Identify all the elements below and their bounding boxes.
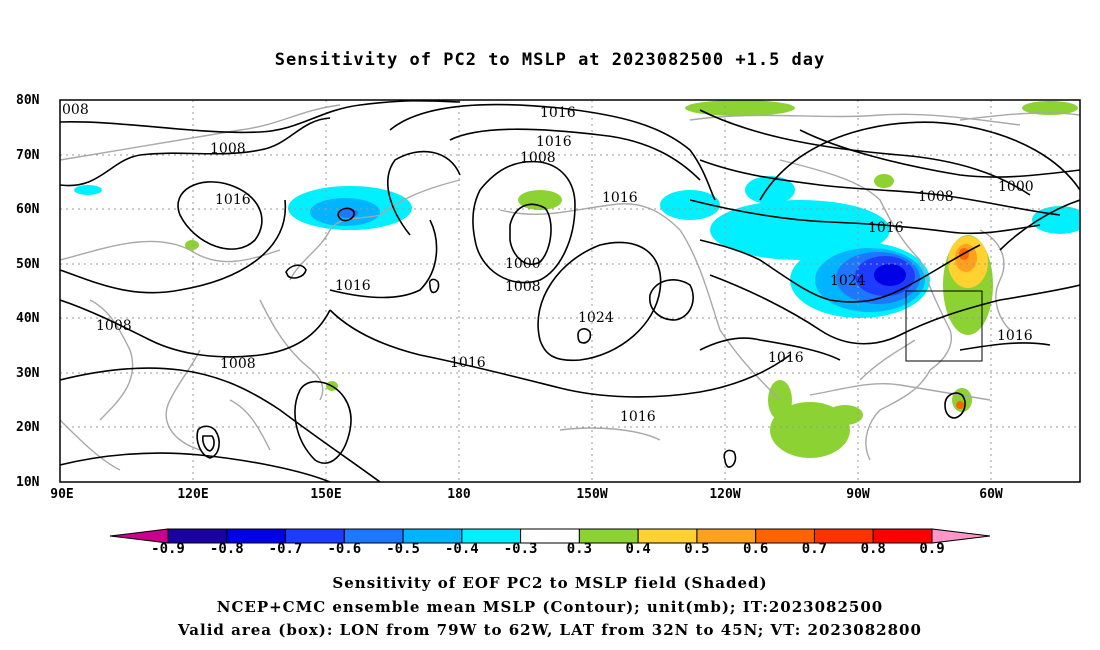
contour-label: 1016 xyxy=(540,105,576,121)
map-frame xyxy=(59,99,1081,483)
contour-label: 1000 xyxy=(998,179,1034,195)
map-title: Sensitivity of PC2 to MSLP at 2023082500… xyxy=(274,50,826,70)
contour-label: 1008 xyxy=(520,150,556,166)
contour-label: 1016 xyxy=(536,134,572,150)
colorbar-tick-label: -0.7 xyxy=(268,541,303,557)
contour-label: 008 xyxy=(62,102,89,118)
colorbar-tick-label: -0.9 xyxy=(151,541,185,557)
contour-label: 1016 xyxy=(602,190,638,206)
contour-label: 1016 xyxy=(768,350,804,366)
contour-label: 1008 xyxy=(505,279,541,295)
contour-label: 1016 xyxy=(620,409,656,425)
sensitivity-shading xyxy=(74,100,1080,458)
lat-label: 70N xyxy=(16,148,40,163)
contour-label: 1016 xyxy=(868,220,904,236)
contour-label: 1000 xyxy=(505,256,541,272)
contour-label: 1024 xyxy=(830,273,866,289)
colorbar-tick-label: -0.4 xyxy=(444,541,479,557)
mslp-contours xyxy=(60,100,1080,482)
colorbar-tick-label: 0.6 xyxy=(743,541,769,557)
contour-label: 1008 xyxy=(220,356,256,372)
contour-label: 1024 xyxy=(578,310,614,326)
colorbar-tick-label: 0.5 xyxy=(684,541,710,557)
lat-label: 80N xyxy=(16,93,40,108)
contour-label: 1016 xyxy=(450,355,486,371)
caption-line-1: Sensitivity of EOF PC2 to MSLP field (Sh… xyxy=(332,574,768,592)
lon-label: 150W xyxy=(576,487,608,502)
lat-label: 30N xyxy=(16,366,40,381)
grid-lines xyxy=(60,100,1080,482)
lon-label: 90W xyxy=(846,487,870,502)
contour-label: 1016 xyxy=(997,328,1033,344)
contour-label: 1008 xyxy=(210,141,246,157)
colorbar-tick-label: 0.4 xyxy=(625,541,651,557)
lon-label: 120W xyxy=(709,487,741,502)
colorbar-tick-label: -0.5 xyxy=(386,541,420,557)
lat-label: 40N xyxy=(16,311,40,326)
lon-label: 120E xyxy=(177,487,209,502)
caption-line-3: Valid area (box): LON from 79W to 62W, L… xyxy=(178,621,922,639)
lon-label: 180 xyxy=(447,487,471,502)
contour-label: 1016 xyxy=(335,278,371,294)
lat-label: 60N xyxy=(16,202,40,217)
colorbar-tick-label: -0.3 xyxy=(503,541,538,557)
contour-label: 1016 xyxy=(215,192,251,208)
lon-label: 90E xyxy=(50,487,74,502)
colorbar-tick-label: -0.8 xyxy=(209,541,244,557)
colorbar-tick-label: -0.6 xyxy=(327,541,362,557)
lat-label: 20N xyxy=(16,420,40,435)
lon-label: 60W xyxy=(979,487,1003,502)
colorbar-high-end xyxy=(931,528,991,544)
contour-labels: 008 1016 1016 1008 1008 1016 1016 1000 1… xyxy=(62,102,1034,425)
caption-line-2: NCEP+CMC ensemble mean MSLP (Contour); u… xyxy=(216,598,884,616)
valid-area-box xyxy=(905,290,983,362)
lat-label: 10N xyxy=(16,475,40,490)
colorbar-tick-label: 0.3 xyxy=(566,541,593,557)
contour-label: 1008 xyxy=(918,189,954,205)
lat-label: 50N xyxy=(16,257,40,272)
colorbar-tick-label: 0.9 xyxy=(919,541,945,557)
colorbar xyxy=(109,528,991,544)
lon-label: 150E xyxy=(310,487,342,502)
contour-label: 1008 xyxy=(96,318,132,334)
colorbar-tick-label: 0.7 xyxy=(801,541,828,557)
colorbar-tick-label: 0.8 xyxy=(860,541,886,557)
